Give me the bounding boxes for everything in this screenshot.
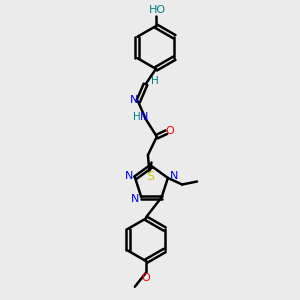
Text: N: N [130, 95, 138, 105]
Text: N: N [169, 171, 178, 181]
Text: S: S [146, 170, 154, 183]
Text: HO: HO [149, 5, 166, 15]
Text: H: H [151, 76, 158, 86]
Text: N: N [140, 112, 148, 122]
Text: O: O [142, 273, 151, 283]
Text: O: O [165, 126, 174, 136]
Text: N: N [131, 194, 140, 204]
Text: H: H [133, 112, 140, 122]
Text: N: N [125, 171, 133, 181]
